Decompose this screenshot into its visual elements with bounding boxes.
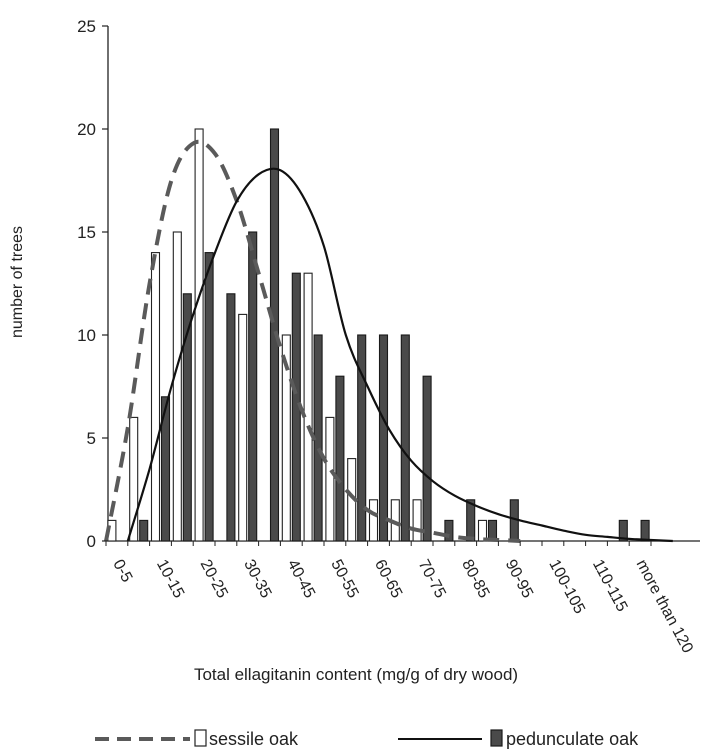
bar-pedunculate-oak <box>444 519 454 542</box>
y-tick-label: 20 <box>77 120 96 139</box>
bar-sessile-oak <box>150 252 161 542</box>
bar-pedunculate-oak <box>640 519 650 542</box>
bar-sessile-oak <box>129 416 139 542</box>
legend-sessile-swatch <box>194 729 207 747</box>
bar-sessile-oak <box>412 499 422 542</box>
fit-curves-group <box>104 139 673 543</box>
bar-pedunculate-oak <box>160 396 171 542</box>
x-tick-label: 100-105 <box>545 557 588 617</box>
x-axis-title: Total ellagitanin content (mg/g of dry w… <box>194 665 518 684</box>
x-tick-label: 30-35 <box>240 557 274 601</box>
bar-pedunculate-oak <box>204 252 214 542</box>
bar-pedunculate-oak <box>378 334 389 542</box>
bar-pedunculate-oak <box>248 231 258 542</box>
x-tick-label: 70-75 <box>415 557 449 601</box>
y-tick-label: 10 <box>77 326 96 345</box>
fit-curve-sessile-oak <box>104 139 521 543</box>
x-tick-label: 110-115 <box>589 557 631 615</box>
legend-pedunculate-swatch <box>490 729 503 747</box>
bar-sessile-oak <box>477 519 488 542</box>
bar-sessile-oak <box>238 313 248 542</box>
y-tick-label: 15 <box>77 223 96 242</box>
bar-sessile-oak <box>281 334 291 542</box>
y-axis-title: number of trees <box>9 226 26 338</box>
bar-sessile-oak <box>368 499 379 542</box>
bar-sessile-oak <box>194 128 204 542</box>
fit-curve-pedunculate-oak <box>126 167 673 543</box>
bar-pedunculate-oak <box>422 375 432 542</box>
bar-pedunculate-oak <box>618 519 628 542</box>
y-tick-label: 25 <box>77 17 96 36</box>
bar-sessile-oak <box>325 416 335 542</box>
bar-pedunculate-oak <box>357 334 367 542</box>
legend: sessile oak pedunculate oak <box>95 729 639 749</box>
bar-sessile-oak <box>172 231 182 542</box>
x-tick-label: 40-45 <box>284 557 318 601</box>
bar-pedunculate-oak <box>182 293 192 542</box>
y-tick-label: 5 <box>87 429 96 448</box>
bar-pedunculate-oak <box>400 334 410 542</box>
bar-pedunculate-oak <box>335 375 345 542</box>
x-tick-label: 50-55 <box>327 557 361 601</box>
bar-pedunculate-oak <box>139 519 149 542</box>
bar-pedunculate-oak <box>226 293 236 542</box>
y-tick-label: 0 <box>87 532 96 551</box>
legend-pedunculate-label: pedunculate oak <box>506 729 639 749</box>
x-tick-label: 90-95 <box>502 557 536 601</box>
bars-group <box>107 128 650 542</box>
bar-sessile-oak <box>303 272 313 542</box>
x-tick-label: 10-15 <box>153 557 187 601</box>
x-tick-label: more than 120 <box>633 557 696 656</box>
x-tick-label: 0-5 <box>109 557 135 585</box>
x-tick-label: 60-65 <box>371 557 405 601</box>
x-tick-label: 20-25 <box>197 557 231 601</box>
legend-sessile-label: sessile oak <box>209 729 299 749</box>
bar-pedunculate-oak <box>466 499 476 542</box>
x-tick-label: 80-85 <box>458 557 492 601</box>
